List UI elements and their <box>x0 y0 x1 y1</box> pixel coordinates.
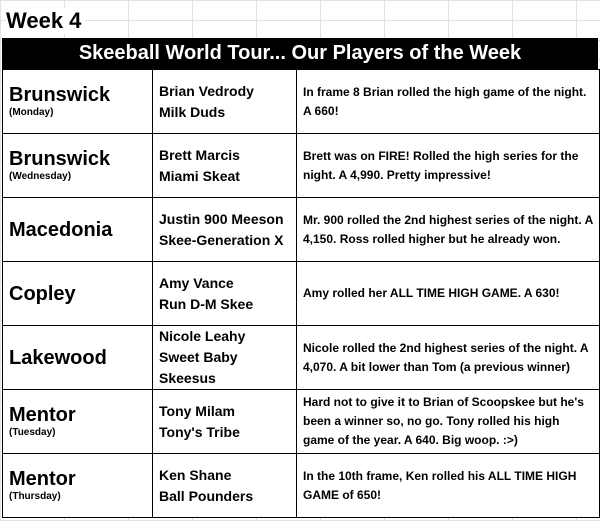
location-cell[interactable]: Macedonia <box>2 197 153 262</box>
location-cell[interactable]: Lakewood <box>2 325 153 390</box>
location-day: (Tuesday) <box>9 426 56 438</box>
player-name: Brett Marcis <box>159 146 240 163</box>
week-label: Week 4 <box>6 8 86 34</box>
player-name: Justin 900 Meeson <box>159 210 284 227</box>
note-cell[interactable]: In frame 8 Brian rolled the high game of… <box>296 69 600 134</box>
players-cell[interactable]: Brett Marcis Miami Skeat <box>152 133 297 198</box>
table-row: Macedonia Justin 900 Meeson Skee-Generat… <box>2 197 600 262</box>
table-row: Lakewood Nicole Leahy Sweet Baby Skeesus… <box>2 325 600 390</box>
note-cell[interactable]: Hard not to give it to Brian of Scoopske… <box>296 389 600 454</box>
team-name: Miami Skeat <box>159 167 240 184</box>
achievement-note: In the 10th frame, Ken rolled his ALL TI… <box>303 468 577 502</box>
players-cell[interactable]: Amy Vance Run D-M Skee <box>152 261 297 326</box>
achievement-note: Brett was on FIRE! Rolled the high serie… <box>303 148 579 182</box>
table-row: Brunswick (Wednesday) Brett Marcis Miami… <box>2 133 600 198</box>
banner-title: Skeeball World Tour... Our Players of th… <box>2 38 598 69</box>
team-name: Ball Pounders <box>159 487 254 504</box>
note-cell[interactable]: Amy rolled her ALL TIME HIGH GAME. A 630… <box>296 261 600 326</box>
location-day: (Wednesday) <box>9 170 72 182</box>
note-cell[interactable]: Nicole rolled the 2nd highest series of … <box>296 325 600 390</box>
player-name: Brian Vedrody <box>159 82 254 99</box>
note-cell[interactable]: Brett was on FIRE! Rolled the high serie… <box>296 133 600 198</box>
players-cell[interactable]: Tony Milam Tony's Tribe <box>152 389 297 454</box>
location-cell[interactable]: Brunswick (Monday) <box>2 69 153 134</box>
team-name: Sweet Baby <box>159 349 238 365</box>
team-name: Skee-Generation X <box>159 231 284 248</box>
location-cell[interactable]: Brunswick (Wednesday) <box>2 133 153 198</box>
location-cell[interactable]: Mentor (Tuesday) <box>2 389 153 454</box>
achievement-note: Nicole rolled the 2nd highest series of … <box>303 340 589 374</box>
table-row: Mentor (Thursday) Ken Shane Ball Pounder… <box>2 453 600 518</box>
team-name: Milk Duds <box>159 103 226 120</box>
team-name: Skeesus <box>159 370 216 386</box>
player-name: Amy Vance <box>159 274 234 291</box>
team-name: Run D-M Skee <box>159 295 254 312</box>
achievement-note: Hard not to give it to Brian of Scoopske… <box>303 395 584 447</box>
note-cell[interactable]: Mr. 900 rolled the 2nd highest series of… <box>296 197 600 262</box>
players-cell[interactable]: Brian Vedrody Milk Duds <box>152 69 297 134</box>
player-name: Ken Shane <box>159 466 232 483</box>
location-cell[interactable]: Copley <box>2 261 153 326</box>
location-day: (Monday) <box>9 106 54 118</box>
location-name: Brunswick <box>9 83 111 106</box>
achievement-note: In frame 8 Brian rolled the high game of… <box>303 84 587 118</box>
location-cell[interactable]: Mentor (Thursday) <box>2 453 153 518</box>
achievement-note: Mr. 900 rolled the 2nd highest series of… <box>303 212 593 246</box>
players-cell[interactable]: Ken Shane Ball Pounders <box>152 453 297 518</box>
player-name: Tony Milam <box>159 402 235 419</box>
table-row: Copley Amy Vance Run D-M Skee Amy rolled… <box>2 261 600 326</box>
players-cell[interactable]: Nicole Leahy Sweet Baby Skeesus <box>152 325 297 390</box>
table-row: Brunswick (Monday) Brian Vedrody Milk Du… <box>2 69 600 134</box>
note-cell[interactable]: In the 10th frame, Ken rolled his ALL TI… <box>296 453 600 518</box>
location-name: Brunswick <box>9 147 111 170</box>
player-name: Nicole Leahy <box>159 328 246 344</box>
achievement-note: Amy rolled her ALL TIME HIGH GAME. A 630… <box>303 286 560 300</box>
location-name: Mentor <box>9 467 76 490</box>
location-name: Mentor <box>9 403 76 426</box>
location-name: Copley <box>9 282 76 305</box>
table-row: Mentor (Tuesday) Tony Milam Tony's Tribe… <box>2 389 600 454</box>
players-cell[interactable]: Justin 900 Meeson Skee-Generation X <box>152 197 297 262</box>
location-name: Macedonia <box>9 218 113 241</box>
team-name: Tony's Tribe <box>159 423 240 440</box>
players-table: Brunswick (Monday) Brian Vedrody Milk Du… <box>2 69 600 518</box>
location-day: (Thursday) <box>9 490 61 502</box>
location-name: Lakewood <box>9 346 107 369</box>
